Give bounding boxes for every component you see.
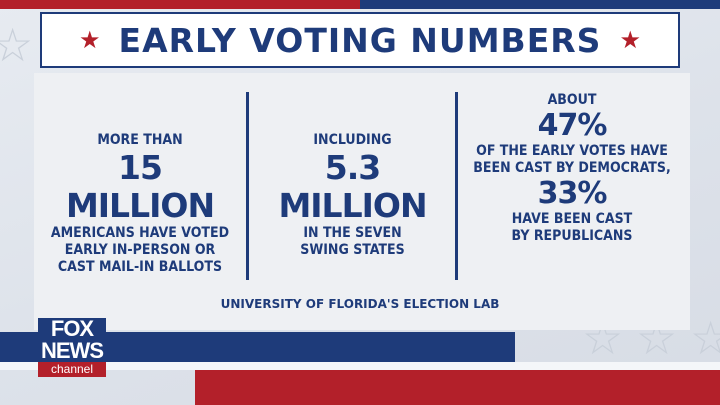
column-divider xyxy=(455,92,458,280)
top-red-band xyxy=(0,0,360,9)
stat-column-swing-states: INCLUDING 5.3 MILLION IN THE SEVEN SWING… xyxy=(255,132,450,259)
stat-caption-line: CAST MAIL-IN BALLOTS xyxy=(57,259,223,275)
logo-line-news: NEWS xyxy=(38,340,106,362)
stat-column-total: MORE THAN 15 MILLION AMERICANS HAVE VOTE… xyxy=(40,132,240,276)
source-credit: UNIVERSITY OF FLORIDA'S ELECTION LAB xyxy=(220,297,500,311)
logo-line-fox: FOX xyxy=(38,318,106,340)
stat-value-democrats: 47% xyxy=(537,108,608,143)
stat-column-party-split: ABOUT 47% OF THE EARLY VOTES HAVE BEEN C… xyxy=(462,92,682,245)
bottom-red-band xyxy=(195,370,720,405)
star-icon: ★ xyxy=(79,26,101,54)
stat-caption-line: EARLY IN-PERSON OR xyxy=(64,242,216,258)
stat-value: 5.3 MILLION xyxy=(278,148,427,225)
stat-caption-line: SWING STATES xyxy=(300,242,405,258)
stat-caption-line: AMERICANS HAVE VOTED xyxy=(50,225,230,241)
background-star-icon: ☆ xyxy=(0,18,34,72)
stat-caption-line: HAVE BEEN CAST xyxy=(511,211,633,227)
stat-lead: INCLUDING xyxy=(313,132,392,148)
stat-caption-line: BY REPUBLICANS xyxy=(511,228,633,244)
column-divider xyxy=(246,92,249,280)
logo-line-channel: channel xyxy=(38,362,106,377)
stat-caption-line: IN THE SEVEN xyxy=(303,225,402,241)
title-banner: ★ EARLY VOTING NUMBERS ★ xyxy=(40,12,680,68)
content-panel xyxy=(34,73,690,330)
fox-news-logo: FOX NEWS channel xyxy=(38,318,106,377)
stat-lead: ABOUT xyxy=(547,92,597,108)
stat-lead: MORE THAN xyxy=(97,132,183,148)
stat-value: 15 MILLION xyxy=(65,148,215,225)
star-icon: ★ xyxy=(619,26,641,54)
page-title: EARLY VOTING NUMBERS xyxy=(118,20,602,60)
background-star-icon: ☆ xyxy=(690,311,720,365)
stat-caption-line: OF THE EARLY VOTES HAVE xyxy=(476,143,668,159)
stat-value-republicans: 33% xyxy=(537,176,608,211)
bottom-white-strip xyxy=(0,362,720,370)
stat-caption-line: BEEN CAST BY DEMOCRATS, xyxy=(473,160,671,176)
top-navy-band xyxy=(360,0,720,9)
